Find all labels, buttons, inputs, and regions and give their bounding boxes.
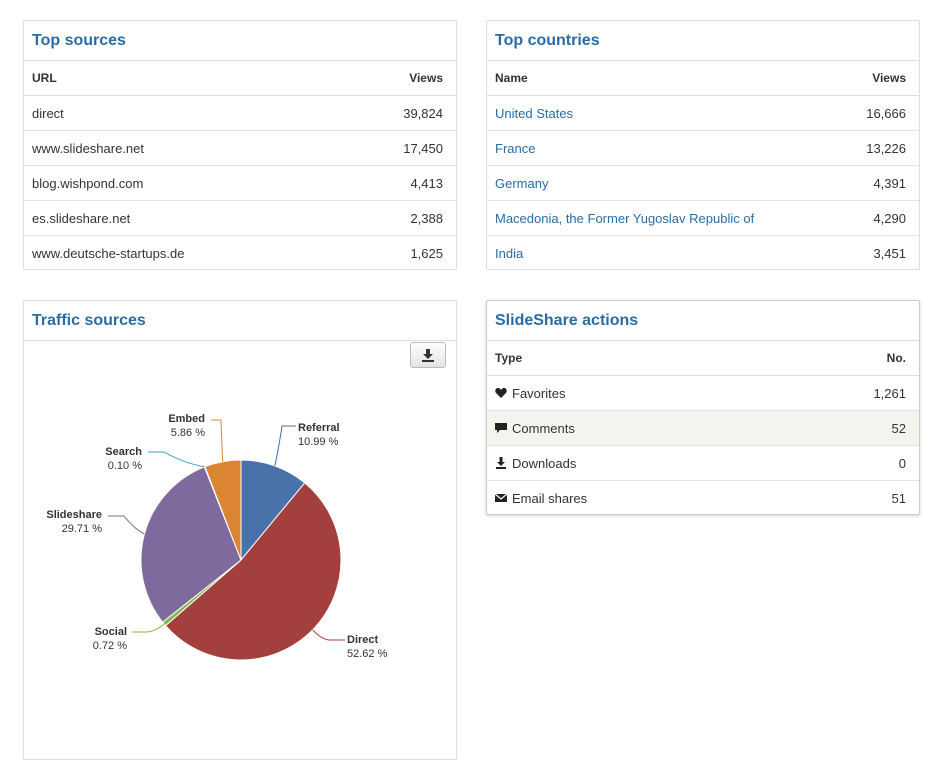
top-sources-title: Top sources xyxy=(24,21,456,61)
country-views: 16,666 xyxy=(842,95,919,131)
download-icon xyxy=(496,456,506,469)
column-header-no: No. xyxy=(780,341,919,376)
country-link[interactable]: France xyxy=(487,130,842,166)
column-header-views: Views xyxy=(842,61,919,96)
pie-label-percent: 0.72 % xyxy=(93,640,127,652)
download-icon xyxy=(422,349,434,362)
top-countries-title: Top countries xyxy=(487,21,919,61)
pie-label-name: Social xyxy=(95,626,127,638)
action-type-label: Favorites xyxy=(512,385,566,401)
country-views: 13,226 xyxy=(842,130,919,166)
table-row: Comments 52 xyxy=(487,410,919,446)
slideshare-actions-table: Type No. Favorites 1,261 Comments 52 xyxy=(487,341,919,515)
source-url: es.slideshare.net xyxy=(24,200,344,236)
country-views: 3,451 xyxy=(873,245,906,261)
column-header-url: URL xyxy=(24,61,344,96)
country-views: 4,290 xyxy=(842,200,919,236)
table-row: Favorites 1,261 xyxy=(487,375,919,411)
country-link[interactable]: Germany xyxy=(487,165,842,201)
top-sources-table: URL Views direct 39,824 www.slideshare.n… xyxy=(24,61,456,270)
pie-connector-search xyxy=(148,451,205,468)
source-url: blog.wishpond.com xyxy=(24,165,344,201)
top-sources-panel: Top sources URL Views direct 39,824 www.… xyxy=(23,20,457,270)
pie-connector-direct xyxy=(312,629,345,641)
country-views: 4,391 xyxy=(842,165,919,201)
traffic-sources-panel: Traffic sources Referral 10.99 % Direct 52.… xyxy=(23,300,457,760)
top-countries-table: Name Views United States 16,666 France 1… xyxy=(487,61,919,270)
pie-slice-slideshare[interactable] xyxy=(140,466,242,623)
table-row: Germany 4,391 xyxy=(487,165,919,201)
column-header-views: Views xyxy=(343,61,456,96)
slideshare-actions-title: SlideShare actions xyxy=(487,301,919,341)
slideshare-actions-panel: SlideShare actions Type No. Favorites 1,… xyxy=(486,300,920,515)
table-row: France 13,226 xyxy=(487,130,919,166)
action-type-label: Downloads xyxy=(512,455,577,471)
pie-connector-social xyxy=(132,623,165,633)
table-row: www.deutsche-startups.de 1,625 xyxy=(24,236,456,271)
source-url: www.slideshare.net xyxy=(24,130,344,166)
pie-label-name: Embed xyxy=(168,413,205,425)
table-row: Email shares 51 xyxy=(487,481,919,516)
pie-label-name: Referral xyxy=(298,422,340,434)
country-link[interactable]: Macedonia, the Former Yugoslav Republic … xyxy=(487,200,842,236)
download-chart-button[interactable] xyxy=(410,342,446,368)
table-row: Downloads 0 xyxy=(487,445,919,481)
pie-label-percent: 52.62 % xyxy=(347,648,388,660)
comment-icon xyxy=(495,422,507,433)
traffic-sources-title: Traffic sources xyxy=(24,301,456,341)
action-count: 0 xyxy=(780,445,919,481)
pie-connector-referral xyxy=(274,425,296,467)
pie-label-percent: 0.10 % xyxy=(108,460,142,472)
source-views: 4,413 xyxy=(343,165,456,201)
top-countries-panel: Top countries Name Views United States 1… xyxy=(486,20,920,270)
source-url: www.deutsche-startups.de xyxy=(32,245,185,261)
pie-label-name: Slideshare xyxy=(46,509,102,521)
pie-connector-slideshare xyxy=(108,515,145,535)
heart-icon xyxy=(495,387,507,398)
table-row: es.slideshare.net 2,388 xyxy=(24,200,456,236)
pie-slice-embed[interactable] xyxy=(204,459,242,561)
action-type-label: Email shares xyxy=(512,490,588,506)
pie-label-percent: 29.71 % xyxy=(62,523,103,535)
table-row: www.slideshare.net 17,450 xyxy=(24,130,456,166)
source-views: 1,625 xyxy=(410,245,443,261)
table-header-row: Name Views xyxy=(487,61,919,96)
table-row: Macedonia, the Former Yugoslav Republic … xyxy=(487,200,919,236)
pie-label-percent: 5.86 % xyxy=(171,427,205,439)
table-row: blog.wishpond.com 4,413 xyxy=(24,165,456,201)
pie-label-name: Direct xyxy=(347,634,379,646)
table-header-row: Type No. xyxy=(487,341,919,376)
pie-label-percent: 10.99 % xyxy=(298,436,339,448)
traffic-sources-pie-chart: Referral 10.99 % Direct 52.62 % Social 0.72 %… xyxy=(46,413,388,661)
column-header-type: Type xyxy=(487,341,781,376)
column-header-name: Name xyxy=(487,61,842,96)
envelope-icon xyxy=(495,493,507,502)
table-header-row: URL Views xyxy=(24,61,456,96)
country-link[interactable]: India xyxy=(495,245,524,261)
table-row: direct 39,824 xyxy=(24,95,456,131)
source-views: 17,450 xyxy=(343,130,456,166)
action-count: 51 xyxy=(891,490,906,506)
country-link[interactable]: United States xyxy=(487,95,842,131)
source-views: 39,824 xyxy=(343,95,456,131)
pie-label-name: Search xyxy=(105,446,142,458)
table-row: United States 16,666 xyxy=(487,95,919,131)
action-count: 1,261 xyxy=(780,375,919,411)
pie-slice-referral[interactable] xyxy=(240,459,306,562)
action-count: 52 xyxy=(780,410,919,446)
source-views: 2,388 xyxy=(343,200,456,236)
source-url: direct xyxy=(24,95,344,131)
action-type-label: Comments xyxy=(512,420,575,436)
pie-connector-embed xyxy=(211,419,224,462)
table-row: India 3,451 xyxy=(487,236,919,271)
